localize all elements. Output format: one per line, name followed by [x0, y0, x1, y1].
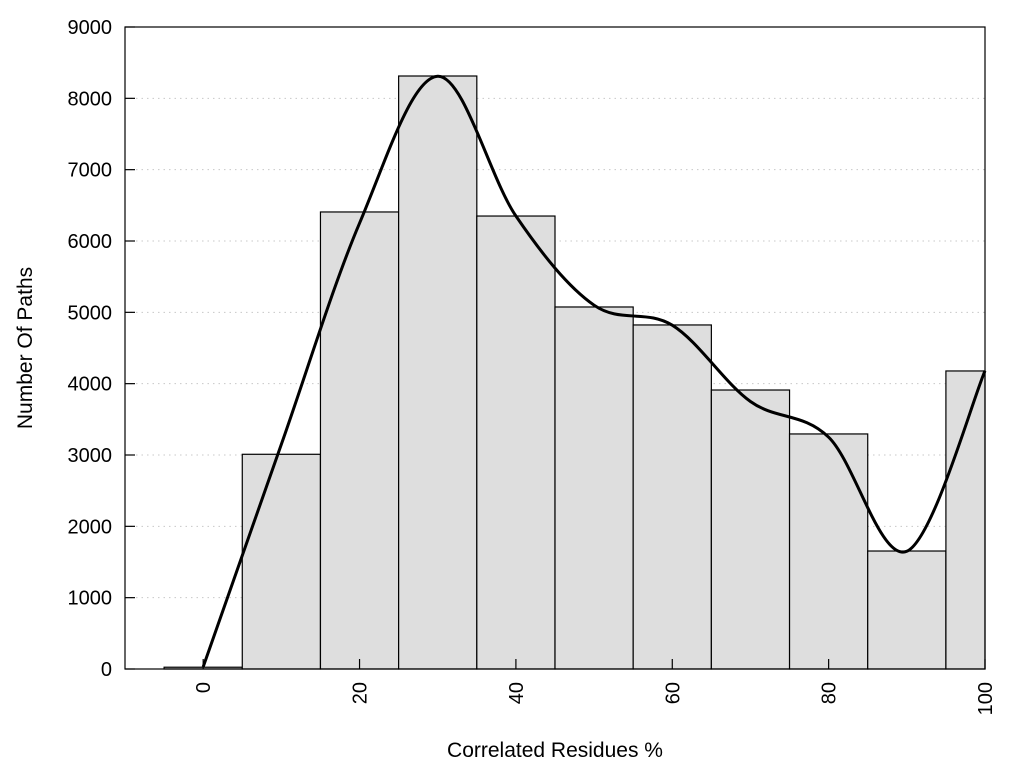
- histogram-bar: [241, 453, 322, 670]
- x-tick-label: 80: [819, 682, 841, 704]
- y-axis: 0 1000 2000 3000 4000 5000 6000 7000 8000 9000: [68, 17, 135, 681]
- x-tick-label: 0: [193, 682, 215, 693]
- y-tick-label: 3000: [68, 445, 113, 467]
- y-tick-label: 5000: [68, 302, 113, 324]
- bars: [163, 75, 986, 670]
- x-axis-label: Correlated Residues %: [447, 739, 663, 762]
- y-tick-label: 2000: [68, 516, 113, 538]
- histogram-bar: [945, 370, 986, 670]
- y-tick-label: 4000: [68, 374, 113, 396]
- y-tick-label: 6000: [68, 231, 113, 253]
- plot-frame: [124, 26, 986, 670]
- y-tick-label: 0: [101, 659, 112, 681]
- x-axis: 0 20 40 60 80 100: [193, 659, 997, 715]
- histogram-bar: [788, 433, 869, 670]
- histogram-bar: [632, 324, 712, 670]
- x-tick-label: 40: [506, 682, 528, 704]
- histogram-bar: [476, 215, 556, 670]
- x-tick-label: 100: [975, 682, 997, 715]
- histogram-bar: [319, 211, 400, 670]
- histogram-bar: [710, 389, 791, 670]
- x-tick-label: 60: [662, 682, 684, 704]
- y-tick-label: 8000: [68, 88, 113, 110]
- y-tick-label: 1000: [68, 588, 113, 610]
- histogram-bar: [867, 550, 947, 670]
- y-axis-label: Number Of Paths: [14, 267, 37, 429]
- y-tick-label: 9000: [68, 17, 113, 39]
- histogram-bar: [398, 75, 478, 670]
- x-tick-label: 20: [350, 682, 372, 704]
- y-tick-label: 7000: [68, 160, 113, 182]
- histogram-bar: [554, 306, 634, 670]
- density-curve: [201, 74, 987, 668]
